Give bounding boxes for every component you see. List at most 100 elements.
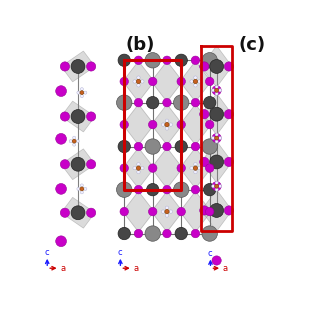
Circle shape	[200, 157, 209, 166]
Circle shape	[210, 155, 224, 169]
Circle shape	[204, 184, 216, 196]
Circle shape	[148, 164, 157, 172]
Polygon shape	[61, 197, 95, 228]
Circle shape	[210, 204, 224, 217]
Circle shape	[56, 133, 66, 144]
Circle shape	[194, 76, 197, 79]
Circle shape	[219, 185, 222, 188]
Circle shape	[136, 166, 141, 170]
Text: c: c	[117, 248, 122, 257]
Circle shape	[147, 184, 159, 196]
Circle shape	[86, 62, 96, 71]
Circle shape	[200, 206, 209, 215]
Polygon shape	[180, 148, 211, 188]
Circle shape	[80, 191, 83, 194]
Circle shape	[215, 181, 218, 184]
Circle shape	[145, 139, 160, 154]
Circle shape	[193, 79, 197, 84]
Circle shape	[117, 95, 132, 110]
Circle shape	[169, 123, 172, 126]
Circle shape	[136, 79, 141, 84]
Circle shape	[177, 164, 185, 172]
Circle shape	[148, 207, 157, 216]
Circle shape	[165, 210, 169, 214]
Circle shape	[86, 208, 96, 217]
Circle shape	[206, 120, 214, 129]
Circle shape	[215, 133, 218, 136]
Circle shape	[134, 229, 143, 238]
Circle shape	[215, 188, 218, 191]
Circle shape	[134, 98, 143, 107]
Polygon shape	[201, 190, 232, 231]
Circle shape	[71, 109, 85, 123]
Circle shape	[120, 120, 128, 129]
Circle shape	[120, 164, 128, 172]
Circle shape	[134, 185, 143, 194]
Text: a: a	[223, 264, 228, 272]
Polygon shape	[201, 46, 232, 87]
Circle shape	[137, 170, 140, 174]
Circle shape	[202, 139, 217, 154]
Circle shape	[165, 122, 169, 127]
Circle shape	[145, 53, 160, 68]
Circle shape	[175, 54, 187, 66]
Circle shape	[206, 164, 214, 172]
Text: (c): (c)	[238, 36, 265, 54]
Circle shape	[194, 84, 197, 87]
Circle shape	[190, 80, 193, 83]
Circle shape	[134, 142, 143, 151]
Circle shape	[193, 166, 197, 170]
Bar	[115, 37, 206, 276]
Polygon shape	[180, 104, 211, 145]
Polygon shape	[180, 61, 211, 102]
Circle shape	[212, 133, 221, 143]
Circle shape	[210, 60, 224, 73]
Circle shape	[212, 136, 215, 140]
Polygon shape	[180, 191, 211, 232]
Polygon shape	[61, 149, 95, 180]
Circle shape	[145, 226, 160, 241]
Circle shape	[117, 182, 132, 197]
Circle shape	[191, 98, 200, 107]
Circle shape	[191, 142, 200, 151]
Text: a: a	[60, 264, 65, 272]
Circle shape	[163, 98, 171, 107]
Circle shape	[212, 256, 221, 265]
Circle shape	[219, 136, 222, 140]
Circle shape	[165, 214, 169, 217]
Polygon shape	[123, 148, 154, 188]
Circle shape	[80, 184, 83, 187]
Circle shape	[165, 119, 169, 122]
Circle shape	[197, 80, 201, 83]
Circle shape	[219, 89, 222, 92]
Circle shape	[177, 120, 185, 129]
Circle shape	[60, 62, 69, 71]
Circle shape	[215, 140, 218, 143]
Circle shape	[56, 236, 66, 247]
Circle shape	[86, 112, 96, 121]
Circle shape	[141, 166, 144, 170]
Circle shape	[174, 95, 189, 110]
Circle shape	[212, 185, 215, 188]
Circle shape	[194, 162, 197, 166]
Circle shape	[224, 62, 233, 71]
Circle shape	[163, 185, 171, 194]
Circle shape	[73, 143, 76, 146]
Circle shape	[80, 88, 83, 91]
Circle shape	[118, 140, 131, 153]
Polygon shape	[151, 148, 183, 188]
Circle shape	[72, 139, 76, 143]
Circle shape	[224, 109, 233, 119]
Circle shape	[191, 185, 200, 194]
Circle shape	[197, 166, 201, 170]
Circle shape	[200, 109, 209, 119]
Circle shape	[202, 226, 217, 241]
Circle shape	[224, 157, 233, 166]
Text: a: a	[134, 264, 139, 272]
Circle shape	[134, 56, 143, 64]
Circle shape	[141, 80, 144, 83]
Circle shape	[215, 85, 218, 88]
Circle shape	[177, 207, 185, 216]
Circle shape	[206, 77, 214, 86]
Circle shape	[60, 208, 69, 217]
